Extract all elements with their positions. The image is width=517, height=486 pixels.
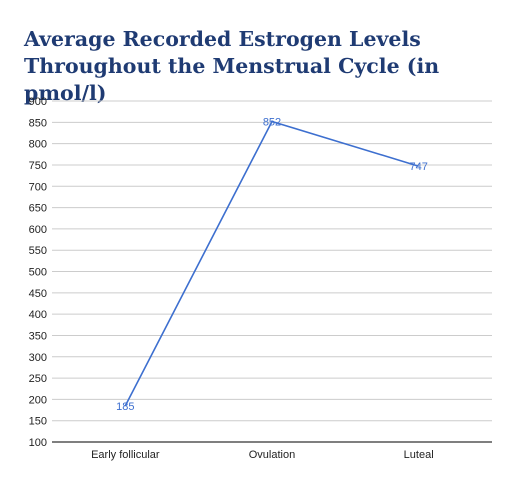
y-tick-label: 400 xyxy=(29,309,47,321)
y-tick-label: 100 xyxy=(29,437,47,449)
chart-title: Average Recorded Estrogen Levels Through… xyxy=(24,27,440,105)
y-tick-label: 750 xyxy=(29,160,47,172)
x-category-label: Ovulation xyxy=(249,449,295,461)
data-label: 747 xyxy=(409,161,427,173)
x-axis-categories: Early follicular Ovulation Luteal xyxy=(91,449,434,461)
x-category-label: Luteal xyxy=(404,449,434,461)
gridlines xyxy=(52,100,492,443)
data-label: 852 xyxy=(263,116,281,128)
y-tick-label: 350 xyxy=(29,330,47,342)
data-label: 185 xyxy=(116,401,134,413)
y-tick-label: 150 xyxy=(29,416,47,428)
y-tick-label: 850 xyxy=(29,117,47,129)
y-tick-label: 450 xyxy=(29,288,47,300)
y-tick-label: 900 xyxy=(29,96,47,108)
x-category-label: Early follicular xyxy=(91,449,160,461)
y-tick-label: 300 xyxy=(29,352,47,364)
y-tick-label: 600 xyxy=(29,224,47,236)
data-labels: 185 852 747 xyxy=(116,116,428,412)
y-tick-label: 700 xyxy=(29,181,47,193)
series-layer xyxy=(124,120,419,407)
y-axis-ticks: 100 150 200 250 300 350 400 450 500 550 600 650 700 7… xyxy=(29,96,47,449)
y-tick-label: 500 xyxy=(29,267,47,279)
y-tick-label: 200 xyxy=(29,394,47,406)
y-tick-label: 250 xyxy=(29,373,47,385)
y-tick-label: 800 xyxy=(29,139,47,151)
series-line xyxy=(124,120,419,407)
y-tick-label: 650 xyxy=(29,203,47,215)
y-tick-label: 550 xyxy=(29,245,47,257)
